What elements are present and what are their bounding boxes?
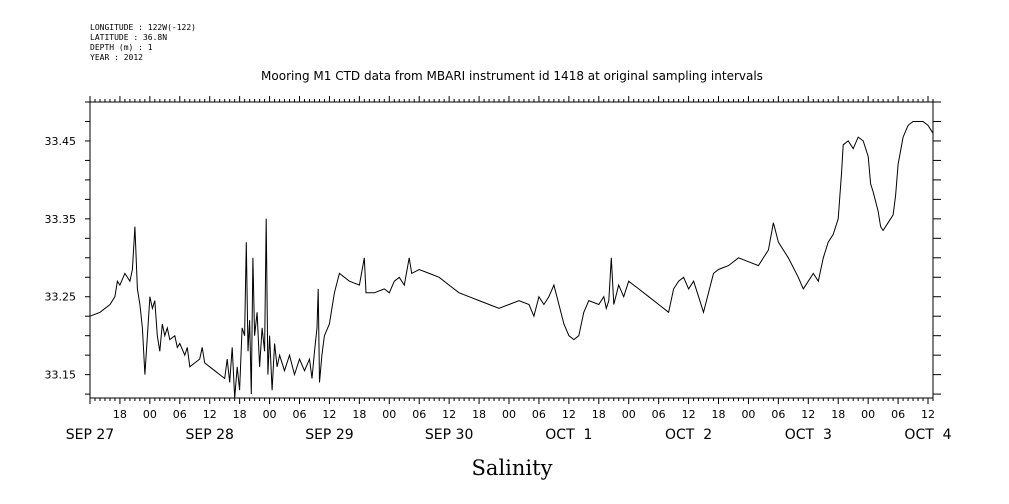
x-hour-tick-label: 12 (801, 408, 815, 421)
x-hour-tick-label: 12 (682, 408, 696, 421)
axis-ticks (85, 96, 941, 404)
x-hour-tick-label: 06 (532, 408, 546, 421)
x-hour-tick-label: 12 (562, 408, 576, 421)
chart-title: Mooring M1 CTD data from MBARI instrumen… (261, 69, 763, 83)
x-day-labels: SEP 27 SEP 28 SEP 29 SEP 30 OCT 1 OCT 2 OCT 3 O… (66, 427, 952, 443)
header-longitude: LONGITUDE : 122W(-122) (90, 23, 196, 32)
x-hour-tick-label: 18 (352, 408, 366, 421)
x-hour-tick-label: 06 (293, 408, 307, 421)
x-hour-tick-label: 00 (741, 408, 755, 421)
x-hour-tick-label: 18 (113, 408, 127, 421)
x-day-label: OCT 4 (904, 427, 951, 443)
salinity-series-line (89, 121, 934, 399)
metadata-header: LONGITUDE : 122W(-122) LATITUDE : 36.8N … (90, 23, 196, 62)
plot-frame (89, 101, 934, 399)
header-depth: DEPTH (m) : 1 (90, 43, 153, 52)
x-hour-tick-label: 00 (263, 408, 277, 421)
x-hour-tick-label: 18 (233, 408, 247, 421)
x-axis-label: Salinity (472, 456, 553, 480)
x-hour-tick-label: 18 (831, 408, 845, 421)
y-tick-label: 33.15 (45, 369, 77, 382)
x-day-label: OCT 2 (665, 427, 712, 443)
x-hour-tick-label: 06 (891, 408, 905, 421)
x-hour-tick-label: 06 (771, 408, 785, 421)
x-day-label: SEP 30 (425, 427, 473, 443)
x-day-label: SEP 27 (66, 427, 114, 443)
x-hour-tick-label: 06 (173, 408, 187, 421)
x-hour-tick-label: 00 (861, 408, 875, 421)
x-tick-labels: 18 00 06 12 18 00 06 12 18 00 06 12 18 00 06 12 18 00 06 12… (113, 408, 935, 421)
x-hour-tick-label: 18 (592, 408, 606, 421)
x-day-label: SEP 29 (305, 427, 353, 443)
x-hour-tick-label: 12 (921, 408, 935, 421)
x-hour-tick-label: 12 (203, 408, 217, 421)
x-hour-tick-label: 12 (442, 408, 456, 421)
header-year: YEAR : 2012 (90, 53, 143, 62)
x-day-label: SEP 28 (185, 427, 233, 443)
y-tick-label: 33.35 (45, 213, 77, 226)
x-hour-tick-label: 18 (712, 408, 726, 421)
x-day-label: OCT 1 (545, 427, 592, 443)
y-tick-label: 33.25 (45, 291, 77, 304)
x-hour-tick-label: 06 (412, 408, 426, 421)
x-hour-tick-label: 06 (652, 408, 666, 421)
x-hour-tick-label: 18 (472, 408, 486, 421)
y-tick-labels: 33.15 33.25 33.35 33.45 (45, 135, 77, 382)
x-hour-tick-label: 00 (382, 408, 396, 421)
x-hour-tick-label: 12 (322, 408, 336, 421)
x-hour-tick-label: 00 (622, 408, 636, 421)
x-hour-tick-label: 00 (143, 408, 157, 421)
x-hour-tick-label: 00 (502, 408, 516, 421)
y-tick-label: 33.45 (45, 135, 77, 148)
x-day-label: OCT 3 (785, 427, 832, 443)
header-latitude: LATITUDE : 36.8N (90, 33, 167, 42)
